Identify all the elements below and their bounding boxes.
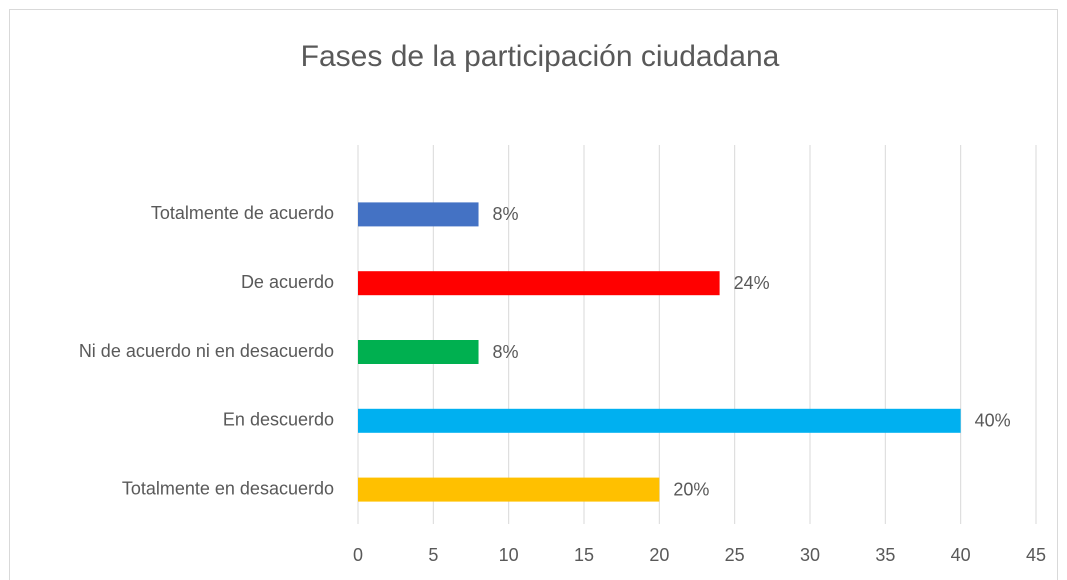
x-tick-label: 0 (353, 545, 363, 565)
value-label: 8% (493, 204, 519, 224)
y-tick-label: De acuerdo (241, 272, 334, 292)
chart-title: Fases de la participación ciudadana (301, 40, 780, 73)
x-tick-label: 5 (428, 545, 438, 565)
x-tick-label: 35 (875, 545, 895, 565)
value-label: 24% (734, 273, 770, 293)
x-tick-label: 10 (499, 545, 519, 565)
y-tick-label: Totalmente en desacuerdo (122, 478, 334, 498)
value-label: 40% (975, 411, 1011, 431)
x-tick-label: 15 (574, 545, 594, 565)
value-label: 20% (673, 479, 709, 499)
bar (358, 477, 660, 502)
value-label: 8% (493, 342, 519, 362)
x-tick-label: 25 (725, 545, 745, 565)
bar (358, 271, 720, 296)
x-tick-label: 30 (800, 545, 820, 565)
bar (358, 340, 479, 364)
bar (358, 202, 479, 227)
x-tick-label: 20 (649, 545, 669, 565)
y-tick-label: Ni de acuerdo ni en desacuerdo (79, 341, 334, 361)
x-tick-label: 45 (1026, 545, 1046, 565)
bar (358, 408, 961, 433)
x-tick-label: 40 (951, 545, 971, 565)
y-tick-label: Totalmente de acuerdo (151, 203, 334, 223)
y-tick-label: En descuerdo (223, 410, 334, 430)
